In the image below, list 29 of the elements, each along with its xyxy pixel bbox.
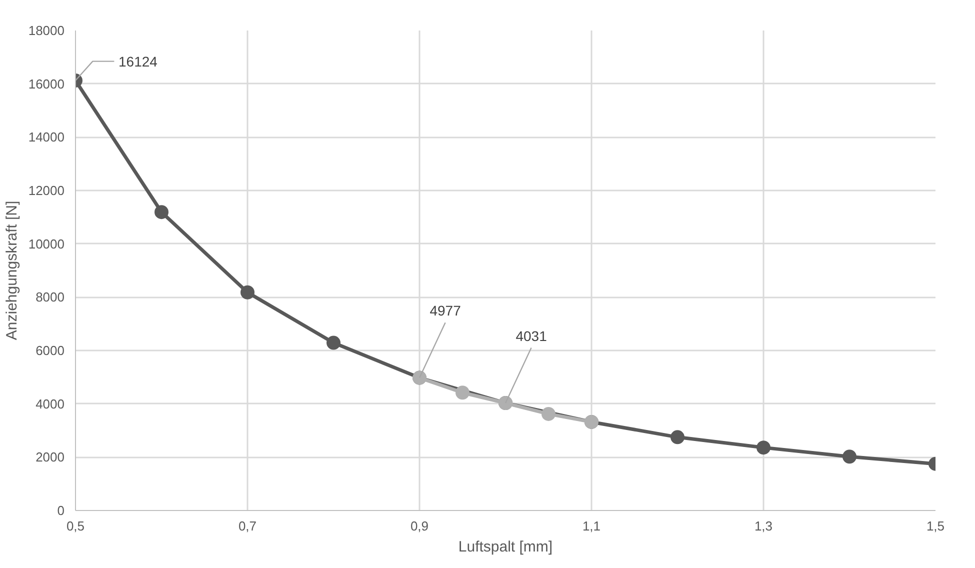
point: [842, 450, 856, 464]
point: [456, 386, 470, 400]
point: [154, 205, 168, 220]
y-tick-label: 6000: [36, 343, 64, 358]
x-tick-label: 0,5: [66, 518, 85, 534]
point: [240, 285, 254, 300]
x-tick-label: 1,3: [754, 518, 773, 534]
point: [542, 406, 556, 421]
y-tick-label: 18000: [28, 23, 65, 38]
y-tick-label: 4000: [36, 396, 64, 412]
x-tick-label: 1,5: [926, 518, 945, 534]
y-tick-label: 0: [57, 503, 65, 518]
y-axis-title: Anziehgungskraft [N]: [3, 200, 20, 340]
x-tick-label: 1,1: [582, 518, 601, 534]
data-label: 4977: [430, 302, 462, 319]
y-tick-label: 12000: [28, 183, 65, 198]
x-axis-title: Luftspalt [mm]: [458, 538, 553, 556]
y-tick-label: 10000: [28, 236, 65, 252]
x-tick-label: 0,7: [238, 518, 257, 534]
data-label: 16124: [118, 53, 158, 70]
y-tick-label: 8000: [36, 290, 64, 305]
y-tick-label: 2000: [36, 450, 64, 465]
data-label: 4031: [516, 328, 548, 344]
y-tick-label: 14000: [28, 130, 65, 145]
point: [326, 336, 340, 350]
point: [670, 430, 684, 444]
y-tick-label: 16000: [28, 76, 65, 92]
point: [756, 440, 770, 455]
x-tick-label: 0,9: [410, 518, 429, 534]
